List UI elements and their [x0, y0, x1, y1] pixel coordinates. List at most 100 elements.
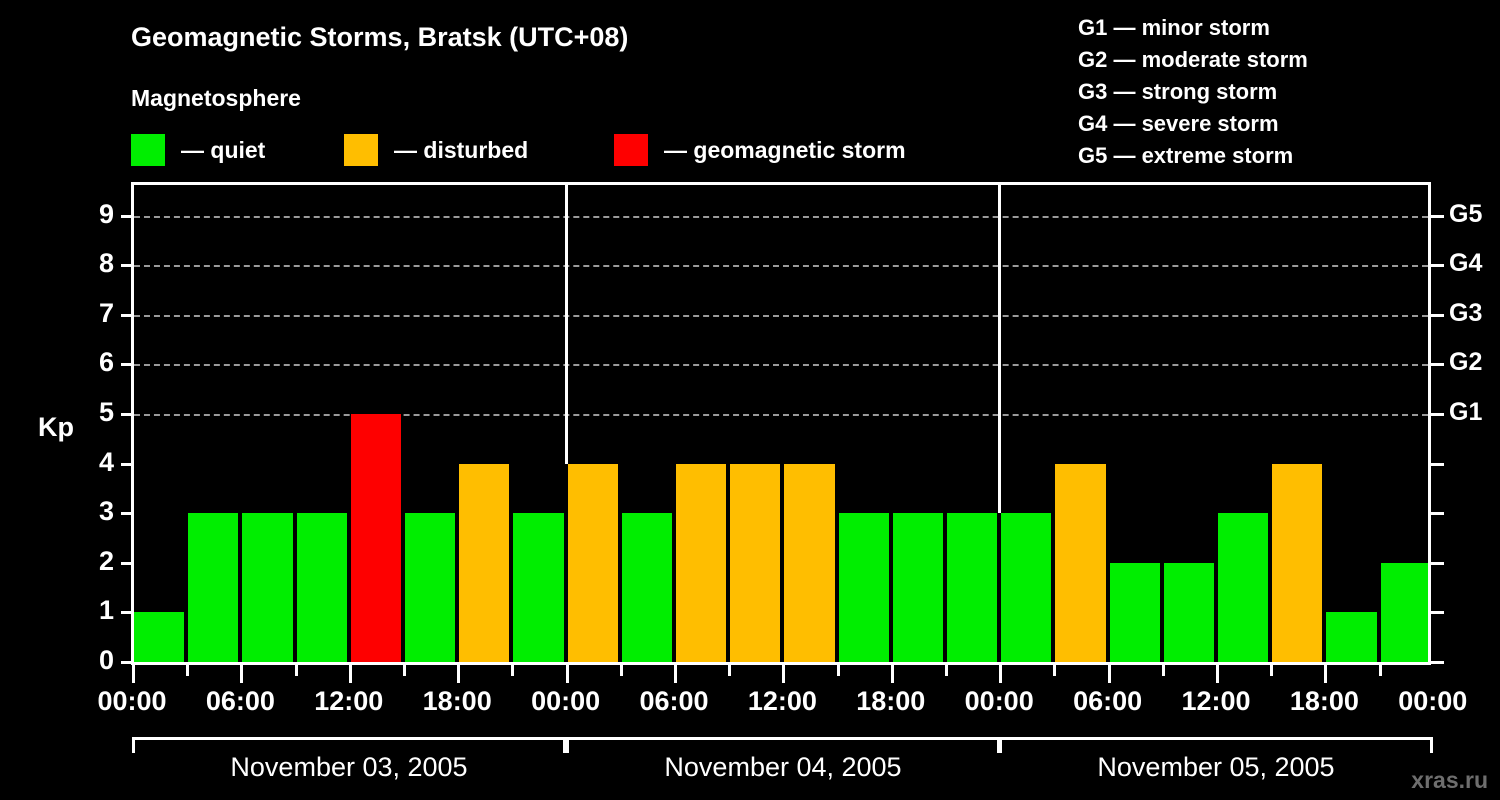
y-tick-label-9: 9	[98, 198, 114, 229]
x-tick-23	[1379, 665, 1382, 676]
bar-kp-12	[784, 463, 835, 662]
g-tick-mark-G4	[1431, 264, 1444, 268]
bar-kp-8	[567, 463, 618, 662]
g-tick-label-G3: G3	[1449, 298, 1483, 327]
g-scale-legend: G1 — minor storm G2 — moderate storm G3 — …	[1078, 12, 1408, 172]
g-tick-label-G1: G1	[1449, 398, 1483, 427]
bar-kp-14	[892, 513, 943, 662]
x-tick-3	[295, 665, 298, 676]
g-tick-mark-G1	[1431, 413, 1444, 417]
bar-kp-7	[513, 513, 564, 662]
date-label-3: November 05, 2005	[1097, 752, 1335, 782]
y-tick-label-8: 8	[98, 248, 114, 279]
y-tick-label-2: 2	[98, 545, 114, 576]
x-tick-0	[132, 665, 135, 683]
x-tick-12	[782, 665, 785, 683]
x-tick-22	[1324, 665, 1327, 683]
x-tick-label-11: 18:00	[1289, 686, 1359, 716]
bar-kp-19	[1163, 562, 1214, 662]
g-scale-row-4: G4 — severe storm	[1078, 111, 1279, 136]
legend-item-storm: — geomagnetic storm	[614, 133, 906, 167]
y-tick-mark-3	[121, 512, 132, 516]
page-title: Geomagnetic Storms, Bratsk (UTC+08)	[131, 22, 629, 52]
x-tick-20	[1216, 665, 1219, 683]
section-label: Magnetosphere	[131, 85, 301, 111]
g-scale-row-2: G2 — moderate storm	[1078, 47, 1308, 72]
y-tick-mark-9	[121, 214, 132, 218]
bar-kp-15	[947, 513, 998, 662]
bar-kp-6	[459, 463, 510, 662]
plot-area	[131, 182, 1431, 665]
x-tick-6	[457, 665, 460, 683]
legend-item-quiet: — quiet	[131, 133, 265, 167]
gridline-kp-6	[134, 364, 1428, 367]
x-tick-label-9: 06:00	[1073, 686, 1143, 716]
legend-item-disturbed: — disturbed	[344, 133, 528, 167]
y-tick-mark-2	[121, 561, 132, 565]
y-tick-label-0: 0	[98, 645, 114, 675]
g-scale-row-1: G1 — minor storm	[1078, 15, 1270, 40]
bar-kp-17	[1055, 463, 1106, 662]
bar-kp-16	[1001, 513, 1052, 662]
g-axis-minor-tick-2	[1431, 561, 1444, 565]
g-axis-minor-tick-1	[1431, 611, 1444, 615]
g-axis-minor-tick-0	[1431, 661, 1444, 664]
x-tick-label-0: 00:00	[97, 686, 167, 716]
x-tick-label-12: 00:00	[1398, 686, 1468, 716]
date-label-1: November 03, 2005	[230, 752, 468, 782]
x-tick-17	[1053, 665, 1056, 676]
x-tick-label-5: 06:00	[639, 686, 709, 716]
y-tick-mark-5	[121, 413, 132, 417]
y-tick-mark-1	[121, 611, 132, 615]
bar-kp-21	[1272, 463, 1323, 662]
y-tick-label-6: 6	[98, 347, 114, 378]
day-separator-16	[998, 185, 1002, 514]
g-scale-row-5: G5 — extreme storm	[1078, 143, 1294, 168]
gridline-kp-8	[134, 265, 1428, 268]
x-tick-16	[999, 665, 1002, 683]
g-tick-label-G5: G5	[1449, 199, 1483, 228]
x-tick-4	[349, 665, 352, 683]
g-tick-mark-G3	[1431, 313, 1444, 317]
watermark: xras.ru	[1411, 767, 1488, 793]
bar-kp-13	[838, 513, 889, 662]
gridline-kp-5	[134, 414, 1428, 417]
bar-kp-18	[1109, 562, 1160, 662]
x-tick-15	[945, 665, 948, 676]
y-tick-mark-4	[121, 462, 132, 466]
g-tick-mark-G5	[1431, 214, 1444, 218]
x-tick-2	[240, 665, 243, 683]
y-tick-label-1: 1	[98, 595, 114, 626]
bar-kp-0	[134, 612, 185, 662]
g-tick-label-G4: G4	[1449, 249, 1483, 278]
y-tick-mark-6	[121, 363, 132, 367]
legend-label-storm: — geomagnetic storm	[664, 136, 906, 163]
bar-kp-23	[1380, 562, 1428, 662]
gridline-kp-7	[134, 314, 1428, 317]
x-tick-14	[891, 665, 894, 683]
g-tick-label-G2: G2	[1449, 348, 1483, 377]
legend-label-disturbed: — disturbed	[394, 136, 529, 163]
bar-kp-20	[1218, 513, 1269, 662]
bar-kp-1	[188, 513, 239, 662]
y-tick-mark-7	[121, 313, 132, 317]
bar-series	[134, 185, 1428, 662]
gridline-kp-9	[134, 215, 1428, 218]
y-tick-label-4: 4	[98, 446, 114, 477]
x-tick-label-10: 12:00	[1181, 686, 1251, 716]
x-tick-label-7: 18:00	[856, 686, 926, 716]
date-bracket-1	[132, 737, 566, 753]
g-tick-mark-G2	[1431, 363, 1444, 367]
bar-kp-22	[1326, 612, 1377, 662]
x-tick-8	[566, 665, 569, 683]
bar-kp-9	[621, 513, 672, 662]
x-tick-18	[1108, 665, 1111, 683]
g-scale-row-3: G3 — strong storm	[1078, 79, 1278, 104]
x-tick-5	[403, 665, 406, 676]
day-separator-8	[564, 185, 568, 464]
bar-kp-2	[242, 513, 293, 662]
x-tick-label-8: 00:00	[964, 686, 1034, 716]
x-tick-11	[728, 665, 731, 676]
x-tick-21	[1270, 665, 1273, 676]
